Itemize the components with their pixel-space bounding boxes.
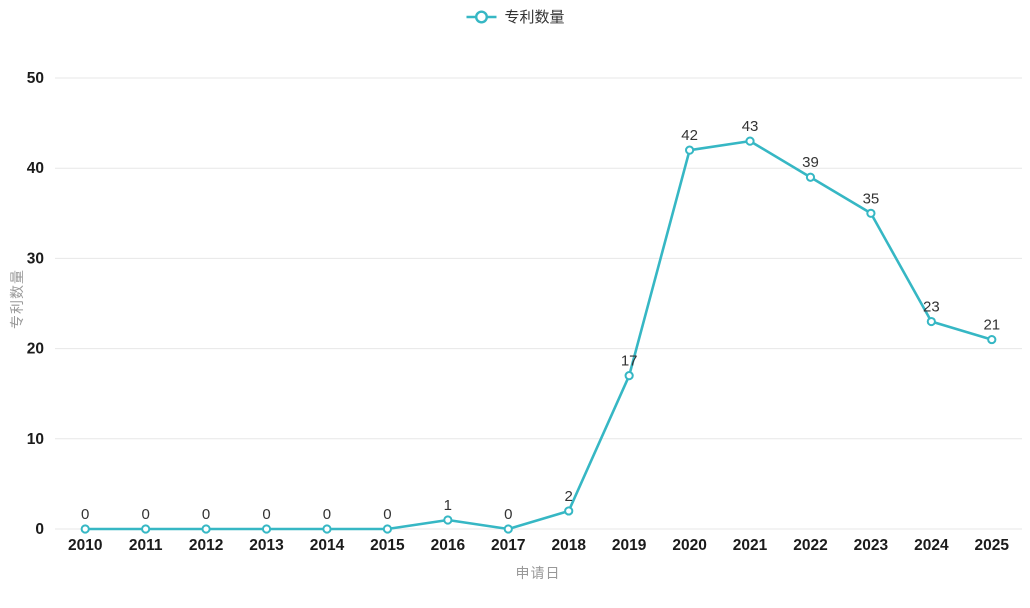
x-tick-label: 2017 [491,537,525,554]
data-label: 43 [742,118,759,135]
x-tick-label: 2020 [672,537,706,554]
data-label: 0 [81,506,89,523]
x-tick-label: 2022 [793,537,827,554]
y-tick-label: 50 [27,70,44,87]
data-point[interactable] [80,524,90,534]
data-label: 0 [141,506,149,523]
data-point[interactable] [684,145,695,155]
data-point[interactable] [322,524,332,534]
y-tick-label: 40 [27,160,44,177]
y-tick-label: 20 [27,341,44,358]
data-point[interactable] [926,316,936,327]
data-label: 1 [444,497,452,514]
x-tick-label: 2021 [733,537,768,554]
y-tick-label: 30 [27,250,44,267]
data-point[interactable] [141,524,151,534]
data-point[interactable] [866,208,876,218]
data-label: 39 [802,154,819,171]
data-point[interactable] [201,524,211,534]
legend-label: 专利数量 [504,9,565,26]
x-tick-label: 2018 [551,537,586,554]
x-tick-label: 2019 [612,537,647,554]
data-point[interactable] [382,524,393,534]
data-point[interactable] [564,506,574,516]
x-tick-label: 2010 [68,537,102,554]
data-label: 21 [983,317,1000,334]
x-tick-label: 2023 [854,537,889,554]
data-label: 17 [621,353,638,370]
data-point[interactable] [805,172,816,182]
data-label: 2 [565,488,573,505]
data-label: 0 [504,506,512,523]
x-tick-label: 2013 [249,537,284,554]
data-point[interactable] [745,136,755,146]
legend-item-patent-count[interactable]: 专利数量 [465,6,565,27]
y-axis-title: 专利数量 [9,269,25,329]
data-point[interactable] [987,334,997,345]
x-tick-label: 2011 [129,537,163,554]
line-series-legend-icon [466,9,497,24]
data-point[interactable] [624,371,634,381]
x-axis-title: 申请日 [515,565,561,581]
data-label: 0 [383,506,391,523]
x-tick-label: 2014 [310,537,345,554]
x-tick-label: 2015 [370,537,405,554]
x-tick-label: 2024 [914,537,949,554]
data-label: 42 [681,127,698,144]
data-label: 23 [923,299,940,316]
data-label: 35 [863,190,880,207]
data-point[interactable] [261,524,272,534]
x-tick-label: 2025 [975,537,1010,554]
data-point[interactable] [443,515,453,525]
y-tick-label: 0 [35,521,44,538]
series-line [83,139,994,531]
x-tick-label: 2016 [431,537,466,554]
data-label: 0 [262,506,270,523]
data-label: 0 [202,506,210,523]
x-tick-label: 2012 [189,537,223,554]
y-tick-label: 10 [27,431,44,448]
data-point[interactable] [503,524,513,534]
data-label: 0 [323,506,331,523]
